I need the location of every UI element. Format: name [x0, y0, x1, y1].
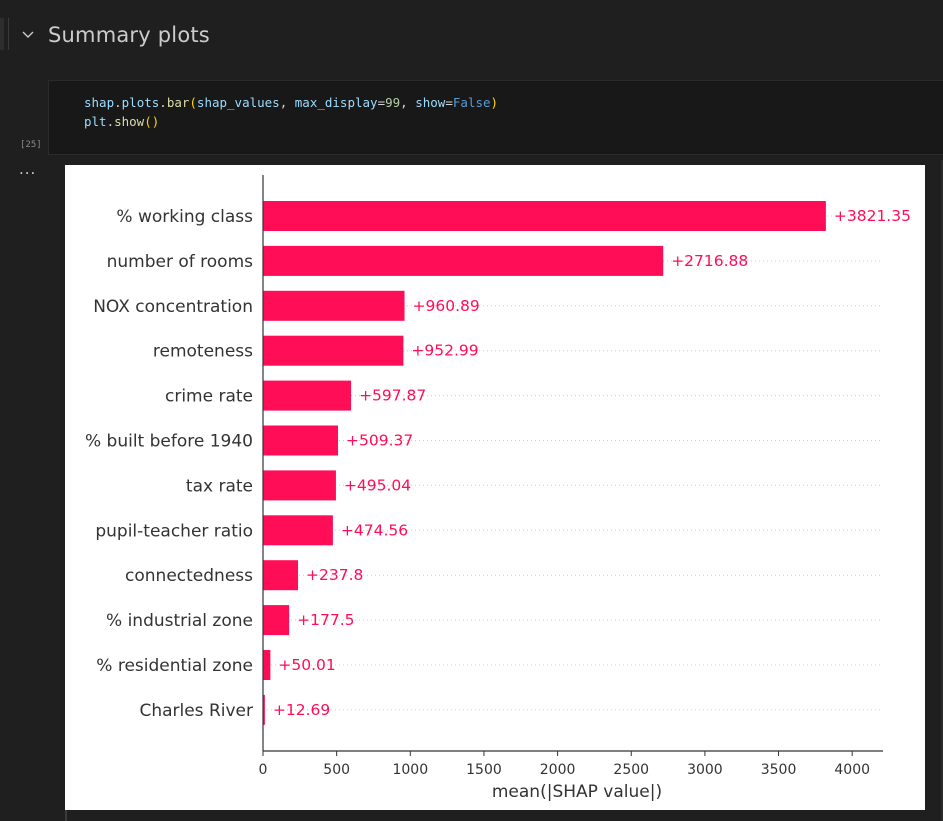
code-token: shap_values [196, 95, 280, 110]
category-label: % working class [116, 207, 253, 227]
execution-count: [25] [20, 140, 42, 150]
code-token: . [114, 95, 122, 110]
x-tick-label: 4000 [834, 762, 870, 778]
value-label: +12.69 [273, 701, 330, 719]
x-tick-label: 3500 [761, 762, 797, 778]
code-token: () [144, 114, 160, 129]
value-label: +952.99 [411, 342, 478, 360]
x-tick-label: 3000 [687, 762, 723, 778]
bar [263, 470, 336, 501]
bar [263, 425, 339, 456]
shap-bar-chart: % working class +3821.35 number of rooms +2… [85, 175, 911, 802]
bar [263, 560, 299, 591]
value-label: +237.8 [306, 566, 363, 584]
code-token: max_display [294, 95, 378, 110]
markdown-section-header[interactable]: Summary plots [20, 14, 210, 56]
category-label: crime rate [165, 387, 253, 407]
value-label: +597.87 [359, 387, 426, 405]
x-axis-label: mean(|SHAP value|) [492, 782, 662, 802]
value-label: +177.5 [297, 611, 354, 629]
code-token: = [377, 95, 386, 110]
code-token: . [106, 114, 115, 129]
category-label: connectedness [125, 566, 253, 586]
x-tick-label: 2500 [613, 762, 649, 778]
code-line: shap.plots.bar(shap_values, max_display=… [84, 93, 498, 112]
code-block[interactable]: shap.plots.bar(shap_values, max_display=… [84, 93, 498, 131]
category-label: % built before 1940 [85, 432, 253, 452]
category-label: NOX concentration [93, 297, 253, 317]
code-cell-editor[interactable]: shap.plots.bar(shap_values, max_display=… [48, 80, 943, 155]
code-token: ( [189, 95, 197, 110]
bar [263, 245, 664, 276]
value-label: +495.04 [344, 476, 411, 494]
bar [263, 605, 290, 636]
code-token: plt [84, 114, 107, 129]
output-more-actions-button[interactable]: ... [19, 160, 37, 178]
x-tick-label: 1500 [466, 762, 502, 778]
code-token: 99 [385, 95, 401, 110]
code-token: shap [84, 95, 115, 110]
bar [263, 380, 352, 411]
category-label: remoteness [153, 342, 253, 362]
bar [263, 515, 333, 546]
x-tick-label: 500 [323, 762, 350, 778]
code-token: , [279, 95, 295, 110]
code-token: show [114, 114, 145, 129]
scrollbar-track[interactable] [941, 160, 943, 821]
x-tick-label: 0 [259, 762, 268, 778]
cell-output: % working class +3821.35 number of rooms +2… [65, 165, 925, 810]
code-token: ) [490, 95, 499, 110]
category-label: % industrial zone [106, 611, 253, 631]
category-label: % residential zone [96, 656, 253, 676]
code-token: plots [121, 95, 160, 110]
value-label: +474.56 [341, 521, 408, 539]
cell-gutter-bar [0, 18, 4, 50]
code-token: False [452, 95, 491, 110]
category-label: Charles River [139, 701, 253, 721]
section-title: Summary plots [48, 23, 210, 47]
bar [263, 650, 271, 680]
code-token: show [415, 95, 446, 110]
code-token: = [445, 95, 453, 110]
code-token: , [400, 95, 416, 110]
value-label: +3821.35 [834, 207, 911, 225]
output-divider [65, 810, 67, 821]
code-line: plt.show() [84, 112, 498, 131]
bar [263, 290, 405, 321]
code-token: . [159, 95, 167, 110]
chevron-down-icon[interactable] [20, 27, 36, 43]
cell-gutter-line [8, 18, 9, 50]
bar [263, 694, 265, 725]
x-tick-label: 2000 [540, 762, 576, 778]
code-token: bar [166, 95, 190, 110]
value-label: +509.37 [346, 432, 413, 450]
x-tick-label: 1000 [392, 762, 428, 778]
category-label: tax rate [186, 476, 253, 496]
category-label: pupil-teacher ratio [95, 521, 253, 541]
value-label: +960.89 [413, 297, 480, 315]
category-label: number of rooms [107, 252, 254, 272]
value-label: +2716.88 [671, 252, 748, 270]
value-label: +50.01 [278, 656, 335, 674]
bar [263, 335, 404, 366]
bar [263, 201, 826, 231]
